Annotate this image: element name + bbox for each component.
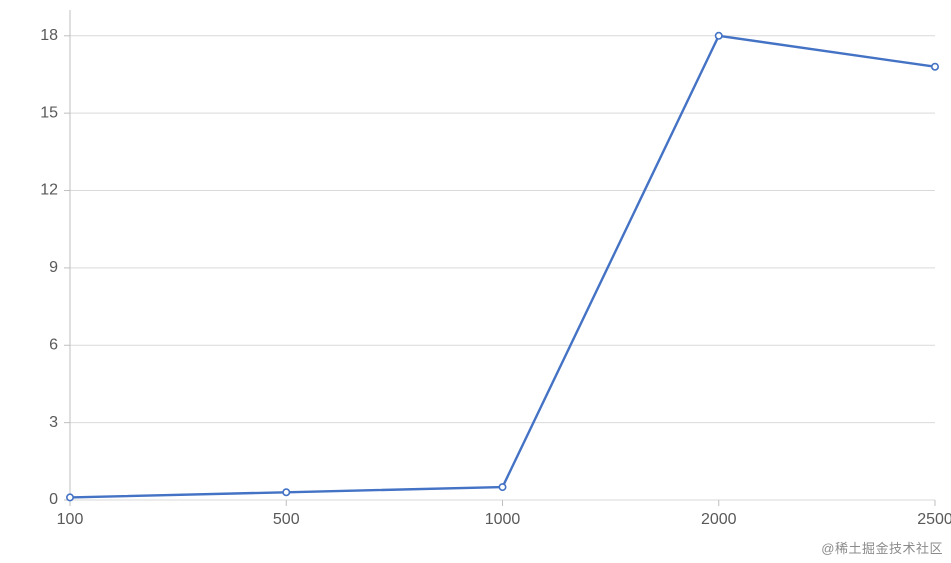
- x-tick-label: 100: [57, 511, 84, 528]
- line-chart: 0 3 6 9 12 15 18 100 500 1000 2000 2500: [0, 0, 951, 563]
- data-marker: [283, 489, 289, 495]
- watermark-text: @稀土掘金技术社区: [821, 538, 943, 557]
- y-tick-label: 6: [49, 336, 58, 353]
- x-tick-label: 2500: [917, 511, 951, 528]
- chart-background: [0, 0, 951, 563]
- y-tick-label: 15: [40, 104, 58, 121]
- y-tick-label: 3: [49, 414, 58, 431]
- y-tick-label: 18: [40, 27, 58, 44]
- data-marker: [716, 33, 722, 39]
- data-marker: [499, 484, 505, 490]
- y-tick-label: 0: [49, 491, 58, 508]
- data-marker: [67, 494, 73, 500]
- y-tick-label: 12: [40, 182, 58, 199]
- x-tick-label: 1000: [485, 511, 521, 528]
- chart-svg: 0 3 6 9 12 15 18 100 500 1000 2000 2500: [0, 0, 951, 563]
- y-tick-label: 9: [49, 259, 58, 276]
- x-tick-label: 2000: [701, 511, 737, 528]
- x-tick-label: 500: [273, 511, 300, 528]
- data-marker: [932, 64, 938, 70]
